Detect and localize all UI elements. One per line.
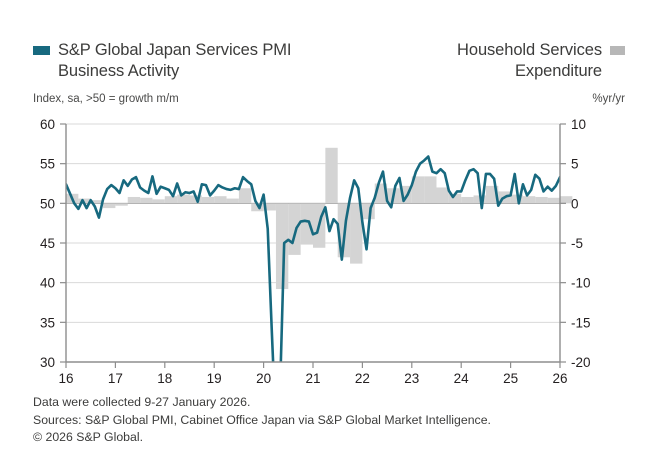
bar: [214, 196, 227, 204]
x-tick-label: 22: [355, 371, 370, 386]
bar: [535, 196, 548, 204]
left-tick-label: 45: [40, 236, 55, 251]
bar: [461, 196, 474, 204]
bar: [510, 194, 523, 204]
left-axis-ticks: 30 35 40 45 50 55 60: [40, 117, 66, 370]
bar-series: [66, 147, 573, 290]
x-tick-label: 20: [256, 371, 271, 386]
x-tick-label: 18: [157, 371, 172, 386]
bar-swatch-icon: [610, 46, 625, 55]
right-axis-ticks: -20 -15 -10 -5 0 5 10: [560, 117, 591, 370]
x-tick-label: 23: [404, 371, 419, 386]
bar: [522, 196, 536, 204]
legend-pmi-label-line2: Business Activity: [58, 62, 180, 80]
bar: [164, 196, 178, 204]
legend-entry-pmi: S&P Global Japan Services PMI Business A…: [33, 40, 363, 82]
bar: [560, 196, 573, 204]
bar: [325, 147, 338, 204]
bar: [547, 197, 560, 204]
x-tick-label: 16: [58, 371, 73, 386]
legend-entry-expenditure: Household Services Expenditure: [325, 40, 625, 82]
left-tick-label: 60: [40, 117, 55, 132]
legend-expenditure-label-line2: Expenditure: [515, 62, 602, 80]
bar: [103, 203, 116, 209]
bar: [115, 203, 128, 206]
bar: [251, 203, 264, 212]
left-axis-note: Index, sa, >50 = growth m/m: [33, 93, 179, 105]
bar: [127, 196, 141, 204]
bar: [90, 200, 104, 204]
line-series: [66, 155, 560, 362]
bar: [140, 197, 153, 204]
x-axis-ticks: 16 17 18 19 20 21 22 23 24 25 26: [58, 362, 568, 386]
left-tick-label: 30: [40, 355, 55, 370]
right-tick-label: -20: [571, 355, 591, 370]
right-axis-note: %yr/yr: [592, 93, 625, 105]
bar: [436, 187, 449, 204]
bar: [152, 199, 165, 204]
footer-collection-note: Data were collected 9-27 January 2026.: [33, 395, 251, 409]
pmi-line: [66, 155, 560, 362]
right-tick-label: 0: [571, 196, 579, 211]
left-tick-label: 35: [40, 315, 55, 330]
x-tick-label: 21: [305, 371, 320, 386]
bar: [424, 176, 437, 204]
legend-pmi-label-line1: S&P Global Japan Services PMI: [58, 41, 292, 59]
chart-legend: S&P Global Japan Services PMI Business A…: [0, 0, 652, 112]
bar: [226, 198, 239, 204]
left-tick-label: 55: [40, 157, 55, 172]
bar: [78, 198, 91, 204]
right-tick-label: -15: [571, 315, 591, 330]
chart-footer: Data were collected 9-27 January 2026. S…: [33, 394, 633, 447]
bar: [288, 203, 301, 255]
footer-copyright: © 2026 S&P Global.: [33, 430, 144, 444]
right-tick-label: -5: [571, 236, 583, 251]
x-tick-label: 17: [108, 371, 123, 386]
left-tick-label: 50: [40, 196, 55, 211]
x-tick-label: 26: [552, 371, 567, 386]
bar: [300, 203, 313, 245]
right-tick-label: 10: [571, 117, 586, 132]
footer-sources: Sources: S&P Global PMI, Cabinet Office …: [33, 412, 491, 427]
legend-expenditure-label-line1: Household Services: [457, 41, 602, 59]
bar: [238, 188, 252, 204]
line-swatch-icon: [33, 46, 50, 55]
bar: [448, 193, 462, 204]
bar: [177, 194, 190, 204]
x-tick-label: 24: [454, 371, 470, 386]
x-tick-label: 19: [207, 371, 222, 386]
bar: [411, 176, 425, 204]
bar: [350, 203, 363, 264]
left-tick-label: 40: [40, 276, 55, 291]
bar: [201, 196, 215, 204]
right-tick-label: 5: [571, 157, 579, 172]
right-tick-label: -10: [571, 276, 591, 291]
x-tick-label: 25: [503, 371, 518, 386]
bar: [263, 203, 276, 211]
bar: [275, 203, 289, 290]
